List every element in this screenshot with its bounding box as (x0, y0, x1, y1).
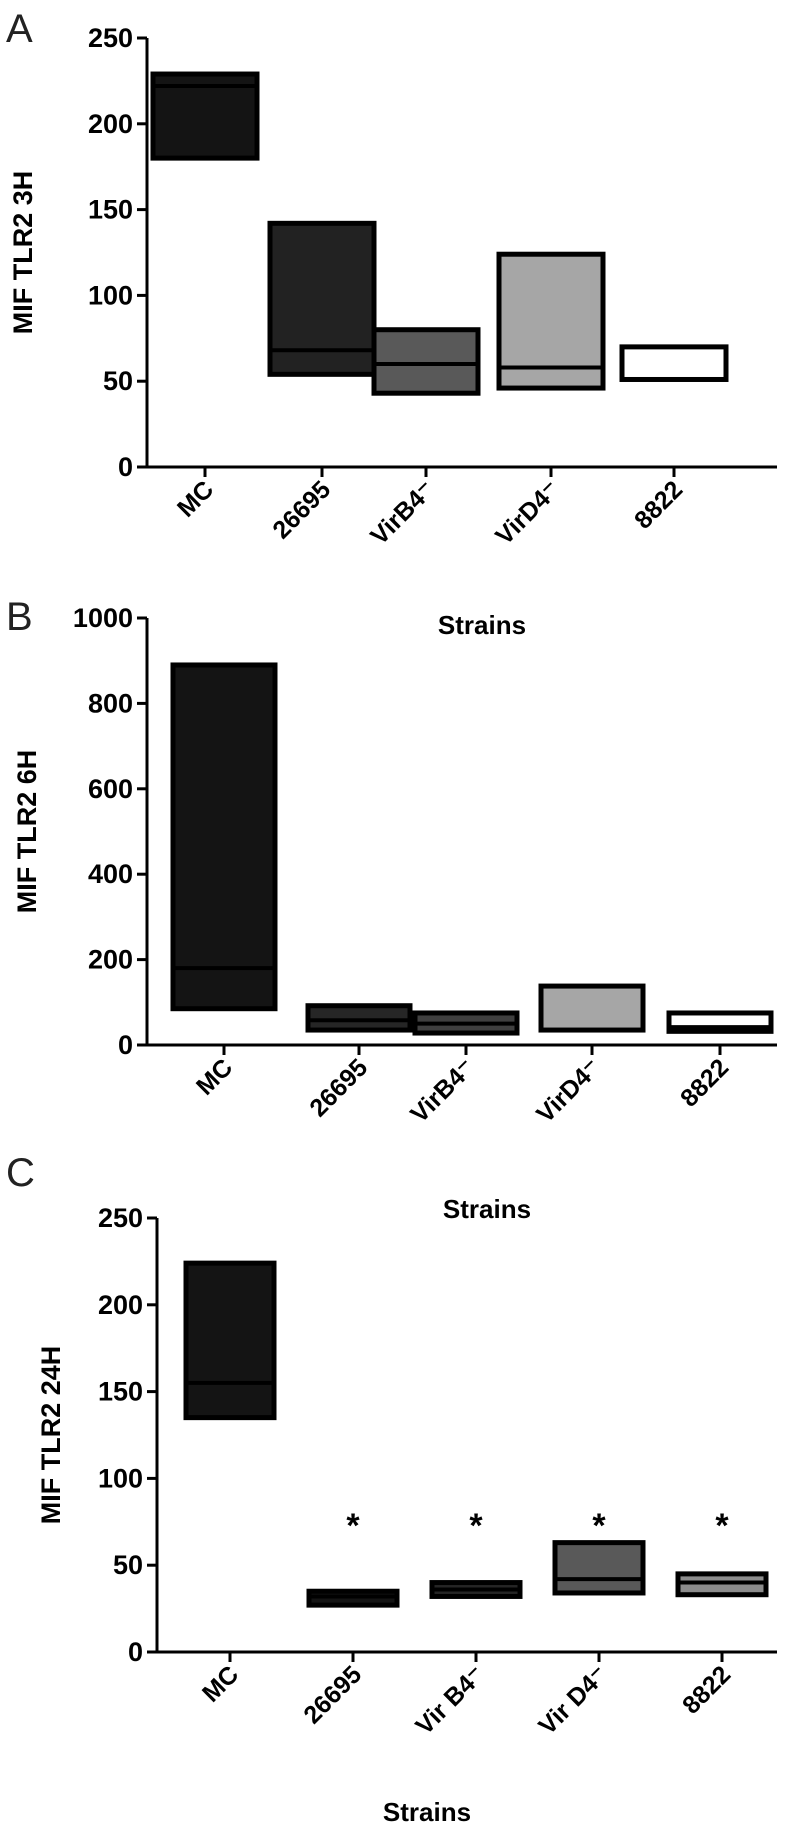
panel-2-ytick-label-800: 800 (88, 688, 133, 718)
panel-2-box-1 (170, 662, 278, 1012)
panel-3-box-4 (552, 1540, 646, 1596)
panel-1-box-3 (371, 327, 481, 396)
panel-2-xtick-label-2: 26695 (304, 1053, 373, 1122)
panel-3-ylabel: MIF TLR2 24H (36, 1346, 66, 1525)
panel-2-xtick-label-1: MC (191, 1053, 238, 1100)
panel-3-xtick-label-2: 26695 (298, 1660, 367, 1729)
panel-3-letter: C (6, 1151, 35, 1195)
panel-3-title: Strains (443, 1194, 531, 1224)
panel-1-ytick-label-150: 150 (88, 195, 133, 225)
panel-3-ytick-label-150: 150 (98, 1377, 143, 1407)
panel-1-xtick-label-5: 8822 (629, 475, 688, 534)
panel-1-xtick-label-3: VirB4⁻ (365, 475, 440, 550)
panel-2-ytick-label-0: 0 (118, 1030, 133, 1060)
panel-2-ytick-label-1000: 1000 (73, 603, 133, 633)
panel-3-box-1 (183, 1260, 277, 1421)
panel-1-ytick-label-0: 0 (118, 452, 133, 482)
panel-1-xtick-label-4: VirD4⁻ (490, 475, 565, 550)
panel-1-xtick-label-2: 26695 (267, 475, 336, 544)
panel-3-annotation-5: * (715, 1507, 729, 1545)
panel-2-ylabel: MIF TLR2 6H (12, 750, 42, 914)
panel-3-xtick-label-5: 8822 (677, 1660, 736, 1719)
panel-1-ytick-label-250: 250 (88, 23, 133, 53)
panel-1-ytick-label-200: 200 (88, 109, 133, 139)
panel-3-annotation-3: * (469, 1507, 483, 1545)
panel-3-ytick-label-250: 250 (98, 1203, 143, 1233)
panel-3-ytick-label-100: 100 (98, 1463, 143, 1493)
panel-1-xtick-label-1: MC (172, 475, 219, 522)
panel-3-xlabel: Strains (383, 1797, 471, 1827)
panel-2-xtick-label-3: VirB4⁻ (405, 1053, 480, 1128)
panel-2-ytick-label-600: 600 (88, 774, 133, 804)
panel-2-xtick-label-5: 8822 (675, 1053, 734, 1112)
panel-1-ylabel: MIF TLR2 3H (8, 171, 38, 335)
panel-1-ytick-label-50: 50 (103, 366, 133, 396)
panel-1-letter: A (6, 7, 33, 51)
panel-3-annotation-4: * (592, 1507, 606, 1545)
panel-3-annotation-2: * (346, 1507, 360, 1545)
panel-2-ytick-label-200: 200 (88, 945, 133, 975)
panel-2-box-4 (538, 983, 646, 1033)
panel-3-ytick-label-50: 50 (113, 1550, 143, 1580)
panel-1-ytick-label-100: 100 (88, 280, 133, 310)
panel-3-ytick-label-0: 0 (128, 1637, 143, 1667)
panel-2-ytick-label-400: 400 (88, 859, 133, 889)
panel-3-xtick-label-1: MC (197, 1660, 244, 1707)
panel-2-xtick-label-4: VirD4⁻ (531, 1053, 606, 1128)
panel-1-box-5 (619, 344, 729, 382)
panel-3-xtick-label-3: Vir B4⁻ (410, 1660, 490, 1740)
panel-2-title: Strains (438, 610, 526, 640)
panel-2-letter: B (6, 595, 33, 639)
panel-3-xtick-label-4: Vir D4⁻ (533, 1660, 613, 1740)
panel-2-box-2 (305, 1003, 413, 1033)
panel-3-ytick-label-200: 200 (98, 1290, 143, 1320)
panel-1-box-1 (150, 71, 260, 161)
